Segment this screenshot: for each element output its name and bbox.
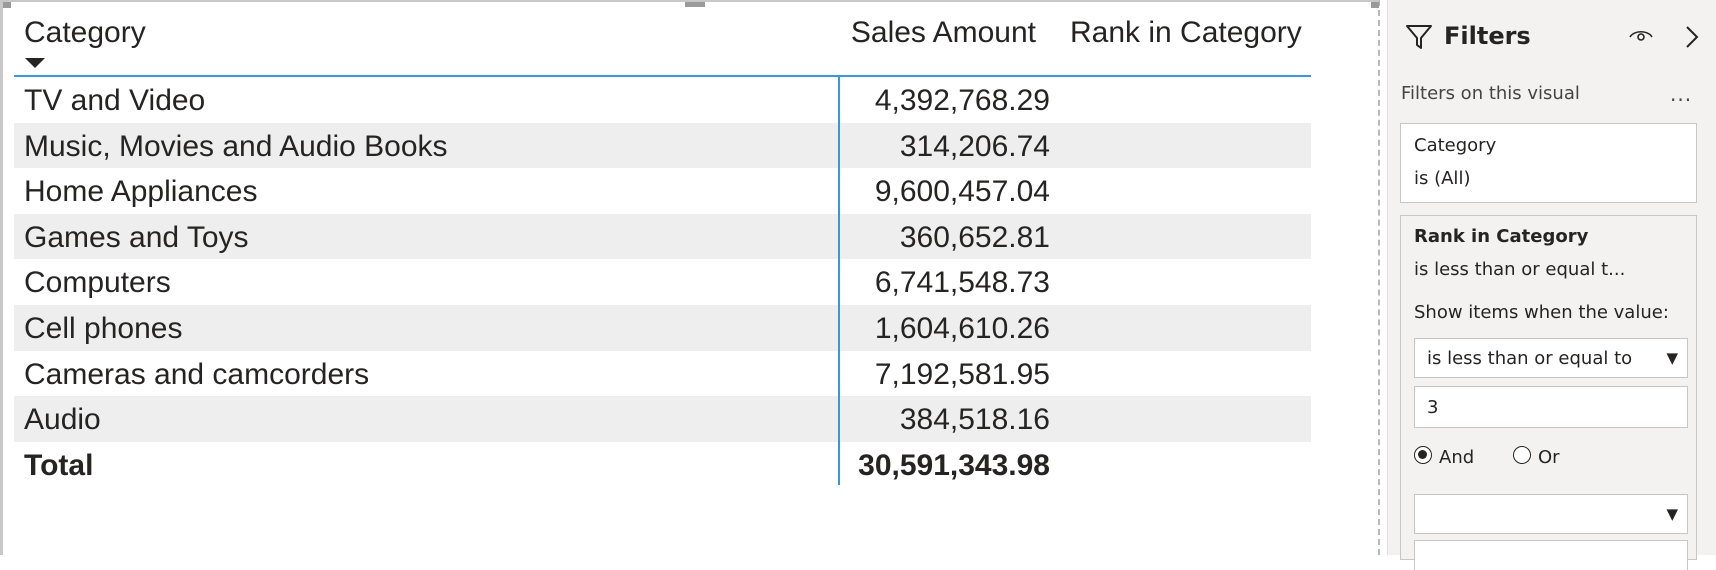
cell-category: Computers — [24, 266, 171, 300]
condition-dropdown-1[interactable]: is less than or equal to ▼ — [1414, 338, 1688, 378]
table-row[interactable]: Audio 384,518.16 — [14, 396, 1311, 442]
table-body: TV and Video 4,392,768.29 Music, Movies … — [14, 77, 1311, 488]
resize-handle[interactable] — [3, 2, 11, 8]
filters-pane: Filters Filters on this visual ... Categ… — [1387, 0, 1716, 570]
filter-card-summary: is (All) — [1414, 168, 1471, 189]
table-row[interactable]: Home Appliances 9,600,457.04 — [14, 168, 1311, 214]
filters-section-label: Filters on this visual — [1401, 83, 1580, 104]
filter-card-category[interactable]: Category is (All) — [1400, 123, 1697, 203]
table-row[interactable]: Computers 6,741,548.73 — [14, 259, 1311, 305]
cell-category: Home Appliances — [24, 175, 258, 209]
filter-card-rank-in-category[interactable]: Rank in Category is less than or equal t… — [1400, 215, 1697, 570]
table-row[interactable]: Music, Movies and Audio Books 314,206.74 — [14, 122, 1311, 169]
pane-separator — [1380, 0, 1387, 555]
column-header-category[interactable]: Category — [24, 16, 146, 49]
cell-sales-amount: 360,652.81 — [899, 220, 1050, 254]
cell-sales-amount: 6,741,548.73 — [874, 266, 1050, 300]
table-header: Category Sales Amount Rank in Category — [14, 2, 1311, 77]
and-radio[interactable] — [1414, 446, 1432, 464]
cell-category: Music, Movies and Audio Books — [24, 129, 448, 163]
filters-pane-header: Filters — [1388, 0, 1716, 74]
resize-handle[interactable] — [1371, 2, 1379, 8]
cell-category: Audio — [24, 403, 101, 437]
cell-sales-amount: 9,600,457.04 — [874, 175, 1050, 209]
column-header-rank-in-category[interactable]: Rank in Category — [1070, 16, 1302, 49]
sales-table: Category Sales Amount Rank in Category T… — [14, 2, 1311, 488]
cell-category: Games and Toys — [24, 220, 249, 254]
total-label: Total — [24, 448, 94, 482]
sort-descending-icon[interactable] — [25, 58, 45, 68]
or-radio[interactable] — [1513, 446, 1531, 464]
cell-sales-amount: 7,192,581.95 — [874, 357, 1050, 391]
cell-category: Cell phones — [24, 311, 183, 345]
dropdown-caret-icon: ▼ — [1666, 349, 1678, 367]
eye-icon[interactable] — [1628, 26, 1654, 46]
table-row[interactable]: Cell phones 1,604,610.26 — [14, 304, 1311, 351]
cell-sales-amount: 1,604,610.26 — [874, 311, 1050, 345]
cell-category: TV and Video — [24, 84, 206, 117]
condition-dropdown-2[interactable]: ▼ — [1414, 494, 1688, 534]
column-divider — [838, 77, 840, 485]
table-row[interactable]: Cameras and camcorders 7,192,581.95 — [14, 351, 1311, 397]
cell-sales-amount: 384,518.16 — [899, 403, 1050, 437]
table-visual[interactable]: Category Sales Amount Rank in Category T… — [0, 0, 1380, 555]
condition-value: 3 — [1427, 397, 1439, 418]
cell-sales-amount: 314,206.74 — [899, 129, 1050, 163]
filters-pane-title: Filters — [1444, 22, 1531, 50]
filter-card-field: Category — [1414, 135, 1497, 156]
cell-category: Cameras and camcorders — [24, 357, 370, 391]
total-sales-amount: 30,591,343.98 — [858, 448, 1050, 482]
logic-radio-group: And Or — [1414, 444, 1688, 474]
filter-funnel-icon — [1406, 25, 1432, 49]
and-radio-label[interactable]: And — [1439, 447, 1475, 468]
column-header-sales-amount[interactable]: Sales Amount — [850, 16, 1036, 49]
condition-value-input-1[interactable]: 3 — [1414, 386, 1688, 428]
table-total-row: Total 30,591,343.98 — [14, 441, 1311, 488]
table-row[interactable]: Games and Toys 360,652.81 — [14, 213, 1311, 260]
dropdown-caret-icon: ▼ — [1666, 505, 1678, 523]
more-options-icon[interactable]: ... — [1670, 82, 1693, 106]
chevron-right-icon[interactable] — [1684, 24, 1700, 50]
filter-card-summary: is less than or equal t... — [1414, 259, 1626, 280]
table-row[interactable]: TV and Video 4,392,768.29 — [14, 77, 1311, 123]
or-radio-label[interactable]: Or — [1538, 447, 1560, 468]
filter-card-field: Rank in Category — [1414, 226, 1589, 247]
condition-dropdown-value: is less than or equal to — [1427, 348, 1633, 369]
resize-handle[interactable] — [685, 2, 705, 7]
show-items-label: Show items when the value: — [1414, 302, 1669, 323]
condition-value-input-2[interactable] — [1414, 540, 1688, 570]
cell-sales-amount: 4,392,768.29 — [874, 84, 1050, 117]
